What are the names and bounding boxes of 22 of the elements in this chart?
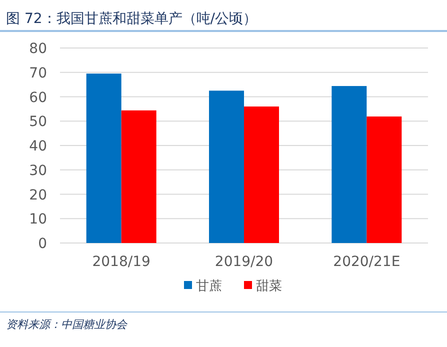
bar xyxy=(86,74,122,243)
legend-label: 甘蔗 xyxy=(196,279,222,294)
x-tick-label: 2018/19 xyxy=(92,254,150,270)
bar xyxy=(121,110,156,243)
bar xyxy=(366,116,402,243)
y-tick-label: 50 xyxy=(29,114,47,130)
text: 资料来源：中国糖业协会 xyxy=(6,318,128,331)
y-tick-label: 70 xyxy=(29,65,47,82)
y-tick-label: 20 xyxy=(29,187,47,204)
y-tick-label: 10 xyxy=(29,212,47,228)
x-tick-label: 2019/20 xyxy=(214,254,274,270)
legend-label: 甜菜 xyxy=(256,279,282,294)
x-tick-label: 2020/21E xyxy=(333,254,400,270)
chart-title: 图 72：我国甘蔗和甜菜单产（吨/公顷） xyxy=(6,11,257,27)
y-tick-label: 30 xyxy=(29,162,47,179)
bar xyxy=(209,90,244,243)
bar xyxy=(332,86,367,243)
y-tick-label: 80 xyxy=(29,41,47,57)
y-tick-label: 40 xyxy=(29,138,47,154)
y-tick-label: 0 xyxy=(38,236,47,252)
y-tick-label: 60 xyxy=(29,90,47,106)
bar xyxy=(244,106,279,243)
